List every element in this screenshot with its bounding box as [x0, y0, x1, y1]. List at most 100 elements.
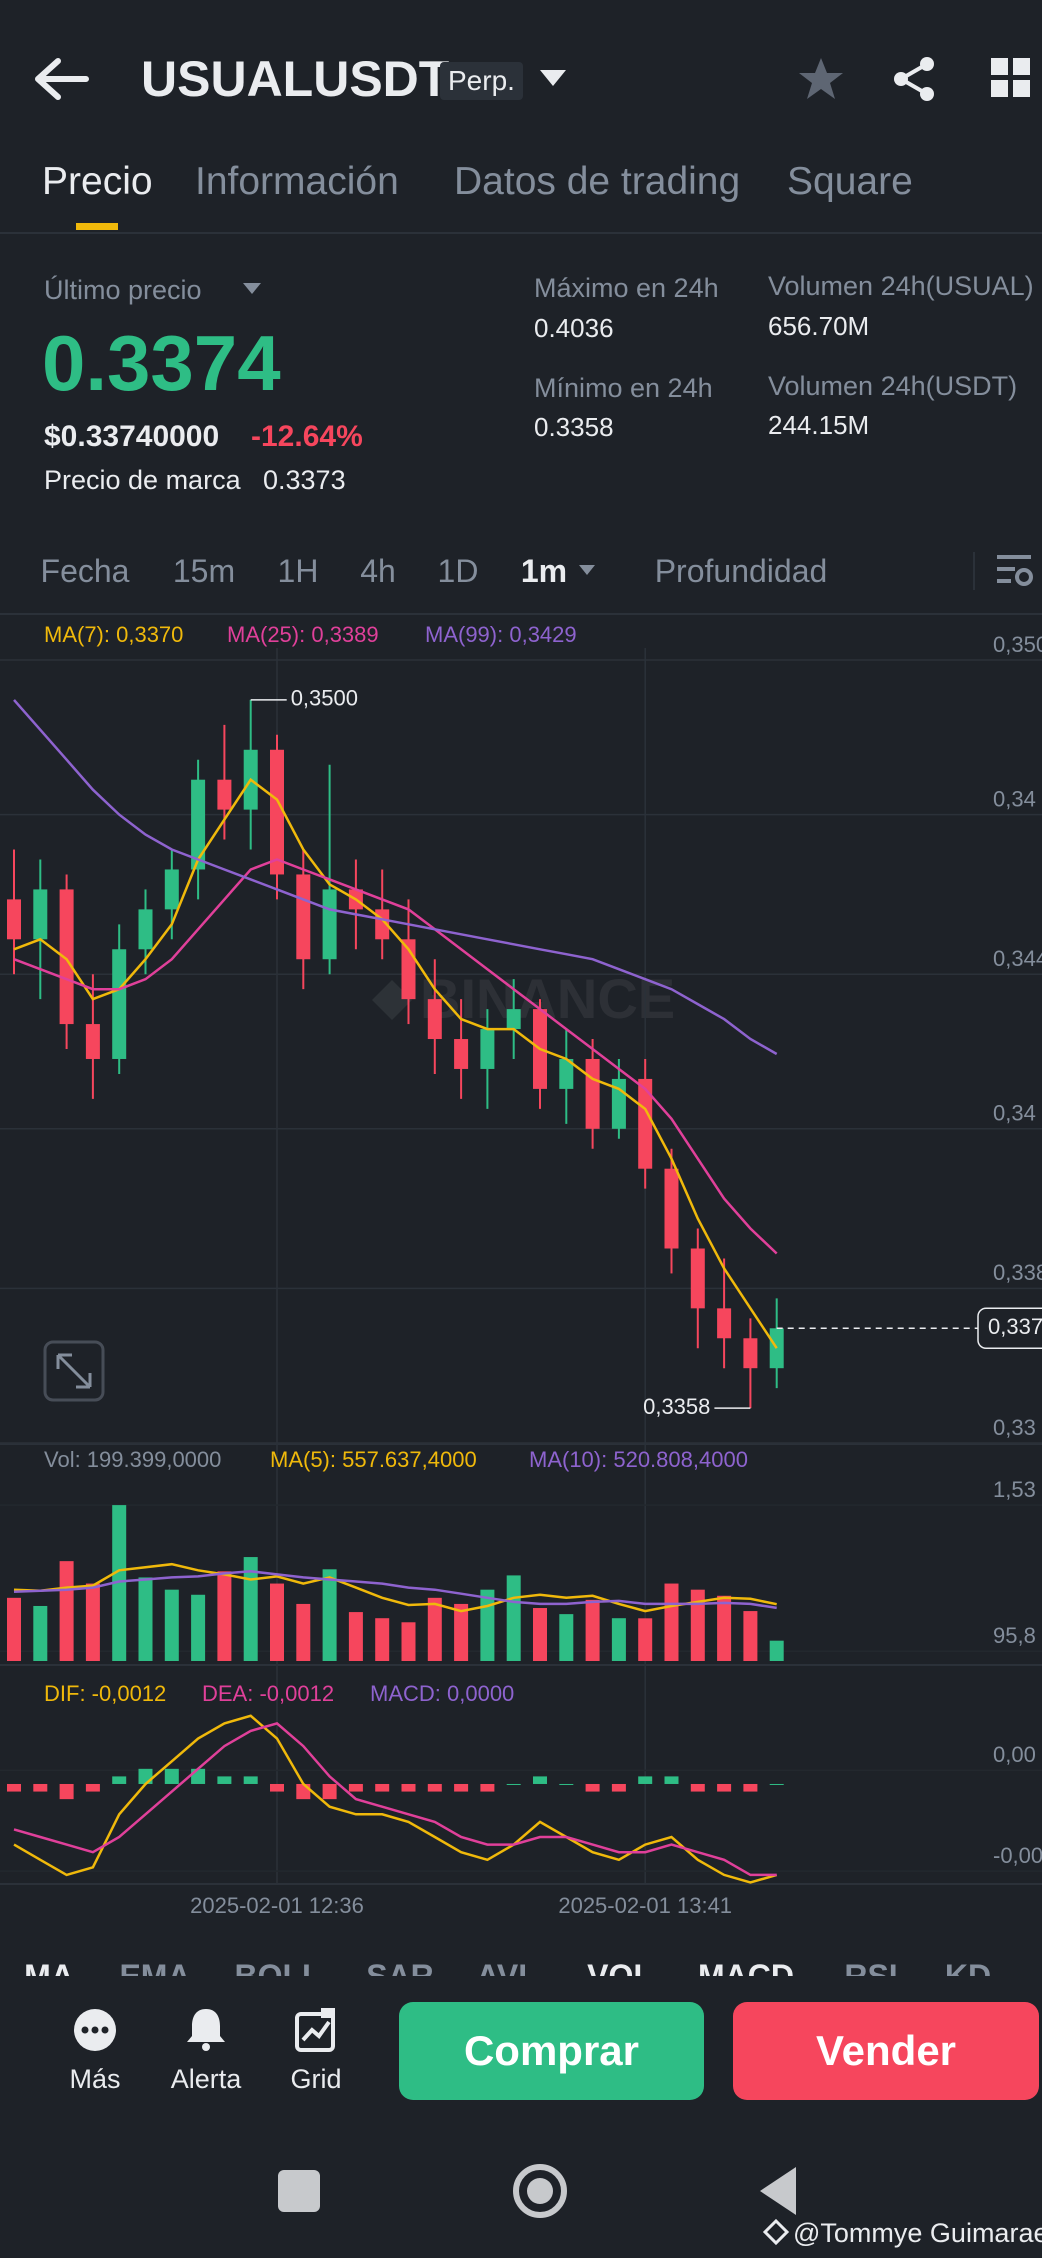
legend-entry: MACD: 0,0000 [370, 1681, 514, 1706]
indicator-tab[interactable]: VOL [587, 1958, 653, 1976]
candle-body [59, 889, 74, 1025]
volume-bar [296, 1603, 311, 1661]
candle-body [85, 1024, 100, 1059]
system-nav-bar [278, 2164, 796, 2246]
indicator-tab[interactable]: RSI [844, 1958, 898, 1976]
tab[interactable]: Información [195, 160, 399, 203]
macd-histogram [7, 1783, 21, 1792]
y-tick-label: 0,350 [993, 632, 1042, 657]
chart-settings-icon[interactable] [995, 553, 1035, 589]
indicator-tab[interactable]: KD [944, 1958, 992, 1976]
macd-histogram [375, 1783, 390, 1792]
interval-dropdown[interactable] [578, 564, 596, 577]
share-icon[interactable] [892, 56, 938, 102]
volume-bar [664, 1583, 679, 1661]
interval-tab[interactable]: Fecha [40, 553, 130, 589]
action-label[interactable]: Alerta [170, 2064, 242, 2094]
sell-button[interactable]: Vender [733, 2002, 1039, 2100]
menu-grid-icon[interactable] [991, 58, 1033, 100]
interval-tab-active[interactable]: 1m [520, 553, 568, 589]
candle-body [33, 889, 48, 940]
macd-histogram [427, 1783, 442, 1792]
volume-bar [401, 1622, 416, 1661]
interval-tab[interactable]: Profundidad [654, 553, 828, 589]
tab-active[interactable]: Precio [42, 160, 153, 203]
macd-histogram [164, 1768, 179, 1784]
extreme-label: 0,3500 [291, 686, 358, 711]
volume-bar [769, 1640, 784, 1661]
symbol-title: USUALUSDT [141, 51, 450, 107]
stat-value: 244.15M [768, 410, 870, 440]
volume-bar [138, 1577, 153, 1661]
macd-histogram [717, 1783, 732, 1792]
macd-histogram [454, 1783, 469, 1792]
macd-histogram [743, 1783, 758, 1792]
candle-body [638, 1078, 653, 1169]
mark-price-label: Precio de marca [44, 465, 241, 495]
nav-home[interactable] [513, 2164, 567, 2218]
tab[interactable]: Square [787, 160, 913, 203]
volume-bar [33, 1605, 48, 1661]
indicator-tab[interactable]: SAR [366, 1958, 434, 1976]
extreme-label: 0,3358 [643, 1394, 710, 1419]
volume-bar [59, 1561, 74, 1661]
volume-bar [506, 1575, 521, 1661]
y-tick-label: 0,338 [993, 1260, 1042, 1285]
time-label: 2025-02-01 12:36 [190, 1893, 364, 1918]
volume-bar [611, 1618, 626, 1661]
interval-tab[interactable]: 1D [437, 553, 479, 589]
alert-icon[interactable] [185, 2006, 227, 2052]
ma-line [13, 777, 778, 1349]
y-tick-label: 0,00 [993, 1742, 1036, 1767]
candle-body [559, 1058, 574, 1089]
interval-tab[interactable]: 15m [172, 553, 236, 589]
macd-histogram [296, 1783, 311, 1800]
volume-bar [348, 1612, 363, 1661]
candle-body [480, 1029, 495, 1069]
volume-bar [164, 1589, 179, 1661]
candle-body [717, 1308, 732, 1339]
nav-recents[interactable] [278, 2170, 320, 2212]
more-icon[interactable] [73, 2008, 117, 2052]
y-tick-label: 0,34 [993, 786, 1036, 811]
volume-bar [638, 1618, 653, 1661]
macd-histogram [243, 1776, 258, 1784]
favorite-icon[interactable] [798, 56, 844, 102]
expand-button[interactable] [43, 1340, 105, 1402]
y-tick-label: 0,33 [993, 1415, 1036, 1440]
candle-body [7, 899, 21, 940]
last-price-dropdown[interactable] [242, 282, 262, 296]
indicator-tab[interactable]: MA [24, 1958, 74, 1976]
volume-bar [243, 1557, 258, 1661]
stat-value: 0.3358 [534, 412, 614, 442]
macd-line [13, 1714, 778, 1884]
volume-bar [427, 1597, 442, 1661]
action-label[interactable]: Más [69, 2064, 121, 2094]
volume-bar [717, 1595, 732, 1661]
buy-button[interactable]: Comprar [399, 2002, 704, 2100]
legend-entry: MA(5): 557.637,4000 [270, 1447, 477, 1472]
grid-bot-icon[interactable] [295, 2008, 337, 2052]
tab[interactable]: Datos de trading [454, 160, 741, 203]
volume-bar [690, 1589, 705, 1661]
last-price: 0.3374 [42, 319, 281, 407]
macd-histogram [638, 1776, 653, 1784]
volume-ma-line [13, 1570, 777, 1610]
macd-histogram [559, 1783, 574, 1785]
nav-back[interactable] [760, 2167, 796, 2215]
legend-entry: MA(10): 520.808,4000 [529, 1447, 748, 1472]
volume-bar [559, 1614, 574, 1661]
indicator-tab[interactable]: BOLL [234, 1958, 322, 1976]
back-button[interactable] [30, 56, 92, 102]
symbol-dropdown[interactable] [538, 68, 568, 88]
action-label[interactable]: Grid [290, 2064, 342, 2094]
macd-histogram [611, 1783, 626, 1792]
candle-body [585, 1058, 600, 1129]
indicator-tab[interactable]: EMA [119, 1958, 191, 1976]
indicator-tab[interactable]: MACD [698, 1958, 794, 1976]
interval-tab[interactable]: 1H [277, 553, 319, 589]
interval-tab[interactable]: 4h [360, 553, 396, 589]
candle-body [427, 999, 442, 1040]
usd-price: $0.33740000 [44, 420, 220, 453]
indicator-tab[interactable]: AVL [476, 1958, 538, 1976]
